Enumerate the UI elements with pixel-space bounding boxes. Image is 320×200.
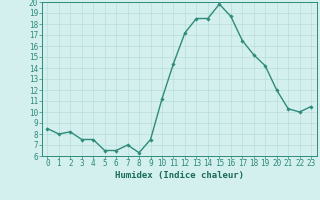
X-axis label: Humidex (Indice chaleur): Humidex (Indice chaleur) xyxy=(115,171,244,180)
